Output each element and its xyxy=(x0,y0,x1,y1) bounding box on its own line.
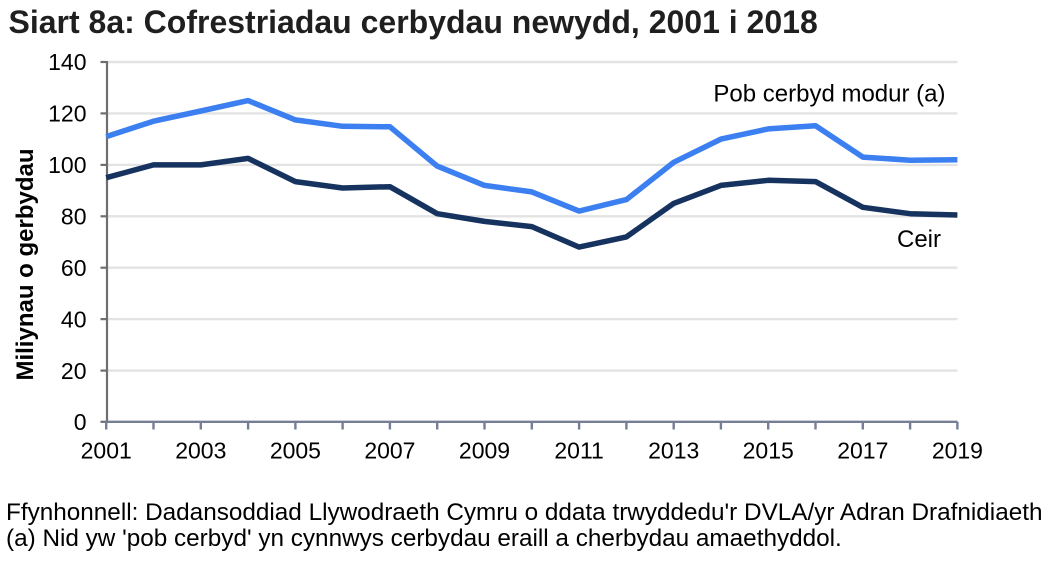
svg-text:0: 0 xyxy=(74,409,87,435)
svg-text:2015: 2015 xyxy=(743,438,794,464)
svg-text:2019: 2019 xyxy=(932,438,983,464)
svg-text:2005: 2005 xyxy=(270,438,321,464)
svg-text:Siart 8a: Cofrestriadau cerbyd: Siart 8a: Cofrestriadau cerbydau newydd,… xyxy=(9,4,818,40)
svg-text:140: 140 xyxy=(48,49,86,75)
svg-text:2001: 2001 xyxy=(81,438,132,464)
svg-text:Ffynhonnell: Dadansoddiad Llyw: Ffynhonnell: Dadansoddiad Llywodraeth Cy… xyxy=(6,499,1043,526)
svg-text:(a) Nid yw 'pob cerbyd' yn cyn: (a) Nid yw 'pob cerbyd' yn cynnwys cerby… xyxy=(6,525,842,552)
svg-text:2011: 2011 xyxy=(554,438,603,464)
svg-text:120: 120 xyxy=(48,101,86,127)
svg-text:80: 80 xyxy=(61,204,87,230)
svg-text:2007: 2007 xyxy=(364,438,415,464)
svg-text:2003: 2003 xyxy=(175,438,226,464)
svg-text:20: 20 xyxy=(61,358,87,384)
svg-text:Ceir: Ceir xyxy=(897,226,941,253)
svg-text:2017: 2017 xyxy=(837,438,888,464)
svg-text:40: 40 xyxy=(61,306,87,332)
svg-text:100: 100 xyxy=(48,152,86,178)
svg-text:2009: 2009 xyxy=(459,438,510,464)
svg-text:Pob cerbyd modur (a): Pob cerbyd modur (a) xyxy=(713,80,945,107)
svg-text:60: 60 xyxy=(61,255,87,281)
svg-text:Miliynau o gerbydau: Miliynau o gerbydau xyxy=(12,148,39,380)
svg-text:2013: 2013 xyxy=(648,438,699,464)
